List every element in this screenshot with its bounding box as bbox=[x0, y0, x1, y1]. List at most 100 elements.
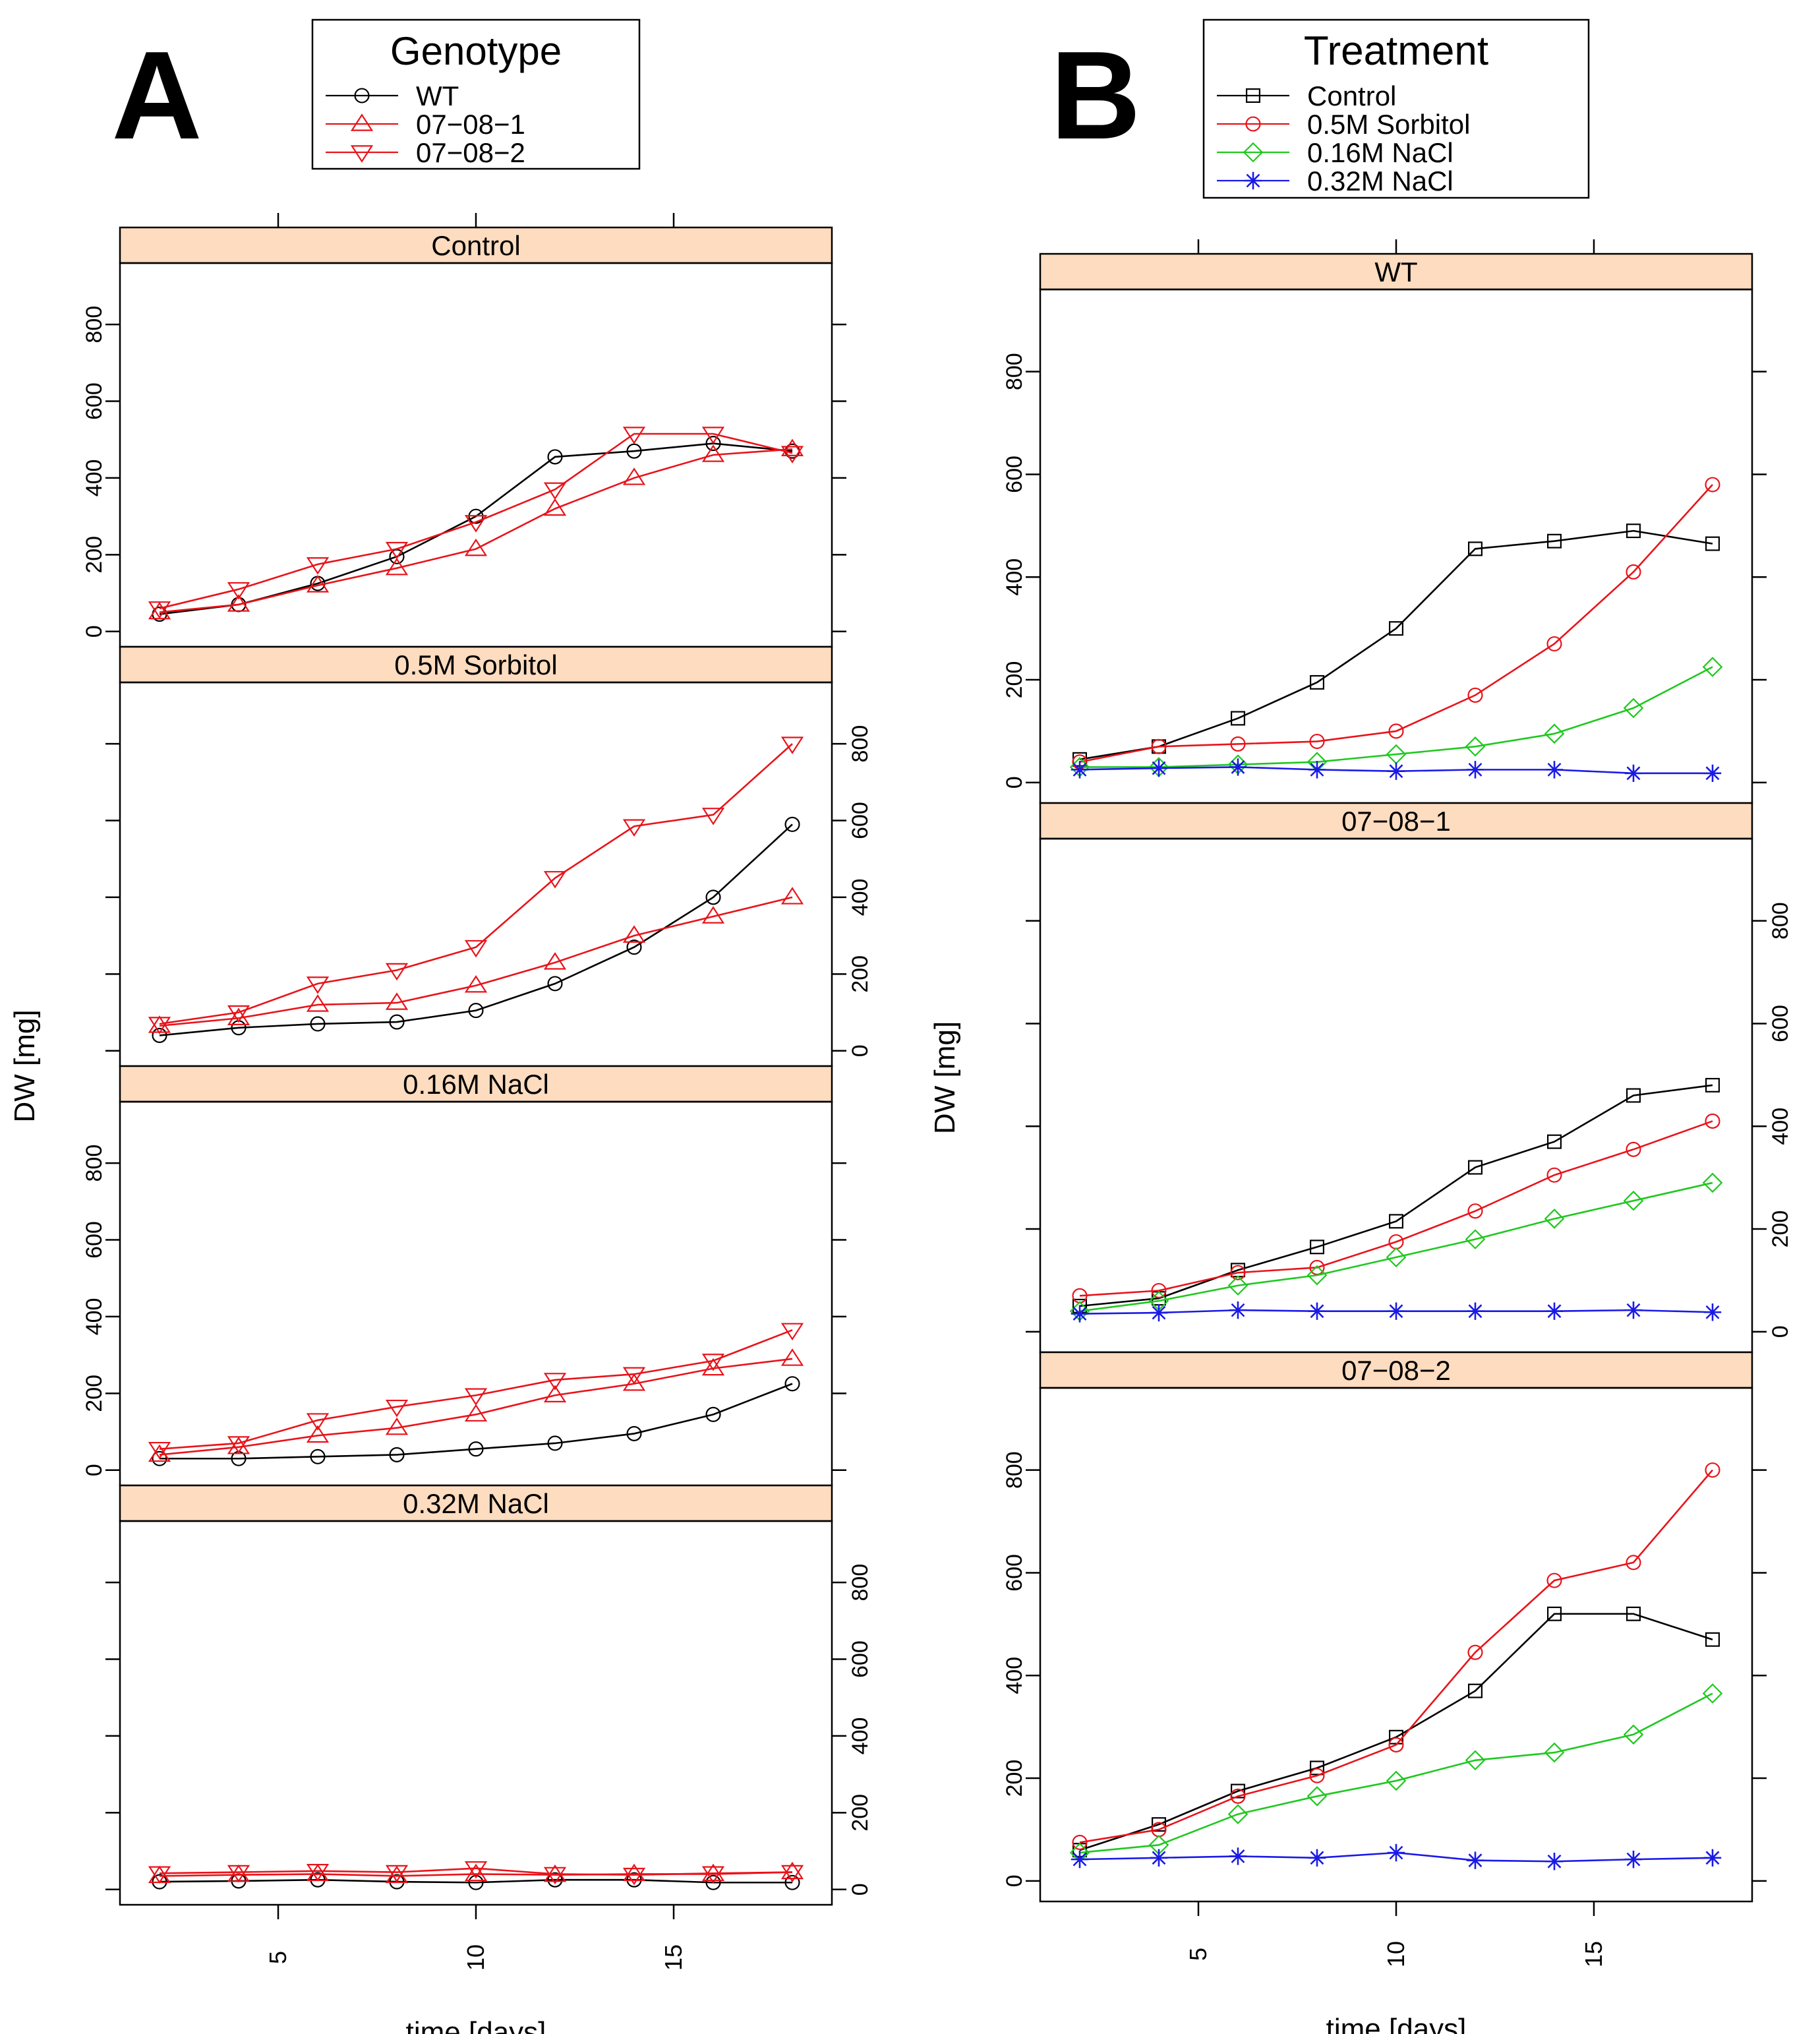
data-point-07-08-2-day-10 bbox=[464, 1861, 488, 1879]
legend-marker-wt bbox=[354, 88, 370, 104]
data-point-07-08-1-day-6 bbox=[306, 1425, 330, 1443]
data-point-0-5m-sorbitol-day-4 bbox=[1151, 1282, 1167, 1299]
panel-strip bbox=[1039, 802, 1753, 840]
series-line-0-16m-nacl bbox=[1079, 1182, 1713, 1312]
data-point-07-08-1-day-18 bbox=[780, 1861, 804, 1880]
data-point-07-08-2-day-16 bbox=[701, 1354, 725, 1371]
data-point-07-08-2-day-6 bbox=[306, 557, 330, 575]
y-tick-label: 200 bbox=[1002, 661, 1027, 699]
series-line-wt bbox=[159, 823, 793, 1036]
data-point-07-08-2-day-8 bbox=[385, 1865, 409, 1883]
data-point-0-16m-nacl-day-12 bbox=[1465, 1750, 1486, 1771]
series-line-0-5m-sorbitol bbox=[1079, 1120, 1713, 1297]
data-point-control-day-14 bbox=[1547, 1606, 1562, 1621]
data-point-07-08-1-day-10 bbox=[464, 1863, 488, 1882]
series-line-07-08-2 bbox=[159, 743, 793, 1025]
legend-title: Treatment bbox=[1304, 28, 1488, 74]
y-tick-label: 400 bbox=[1768, 1108, 1793, 1145]
data-point-07-08-2-day-6 bbox=[306, 1413, 330, 1431]
data-point-0-5m-sorbitol-day-6 bbox=[1230, 736, 1246, 752]
y-tick-label: 800 bbox=[82, 1145, 107, 1182]
y-tick-label: 200 bbox=[1002, 1760, 1027, 1797]
data-point-control-day-16 bbox=[1626, 523, 1641, 539]
data-point-07-08-2-day-18 bbox=[780, 736, 804, 754]
series-07-08-1 bbox=[148, 438, 804, 620]
series-wt bbox=[152, 1376, 800, 1466]
y-tick-label: 200 bbox=[82, 1375, 107, 1412]
panel-letter-b: B bbox=[1050, 26, 1140, 165]
panel-frame bbox=[119, 262, 833, 648]
series-07-08-1 bbox=[148, 887, 804, 1033]
data-point-07-08-2-day-12 bbox=[543, 871, 567, 889]
data-point-wt-day-18 bbox=[784, 816, 800, 832]
panel-frame bbox=[1039, 288, 1753, 804]
panel-strip bbox=[119, 645, 833, 684]
legend-marker-0-16m-nacl bbox=[1243, 142, 1264, 163]
series-control bbox=[1072, 1606, 1720, 1858]
data-point-control-day-8 bbox=[1309, 1760, 1324, 1776]
data-point-wt-day-14 bbox=[626, 940, 642, 955]
x-tick-label: 5 bbox=[1185, 1948, 1212, 1961]
series-line-0-16m-nacl bbox=[1080, 666, 1713, 768]
data-point-07-08-2-day-14 bbox=[622, 1367, 646, 1385]
data-point-0-5m-sorbitol-day-14 bbox=[1546, 1572, 1562, 1588]
series-line-wt bbox=[159, 1878, 792, 1884]
data-point-07-08-1-day-14 bbox=[622, 925, 646, 943]
series-07-08-2 bbox=[148, 1323, 804, 1460]
data-point-07-08-2-day-2 bbox=[148, 601, 171, 619]
data-point-07-08-2-day-10 bbox=[464, 940, 488, 958]
data-point-wt-day-6 bbox=[310, 1449, 326, 1464]
legend-label-07-08-2: 07−08−2 bbox=[416, 137, 525, 168]
series-07-08-2 bbox=[148, 427, 804, 619]
series-line-control bbox=[1079, 1613, 1713, 1851]
data-point-0-16m-nacl-day-18 bbox=[1702, 1172, 1723, 1193]
data-point-0-5m-sorbitol-day-4 bbox=[1151, 738, 1167, 754]
series-0-5m-sorbitol bbox=[1072, 1462, 1720, 1850]
panel-frame bbox=[1039, 1387, 1753, 1903]
data-point-control-day-18 bbox=[1705, 536, 1720, 551]
series-line-0-5m-sorbitol bbox=[1079, 1469, 1713, 1843]
panel-a-control: Control 0 200 400 600 800 bbox=[82, 226, 846, 648]
data-point-0-32m-nacl-day-18 bbox=[1703, 1849, 1722, 1867]
series-line-07-08-1 bbox=[159, 1358, 793, 1456]
data-point-07-08-2-day-8 bbox=[385, 963, 409, 981]
data-point-0-32m-nacl-day-12 bbox=[1466, 1302, 1484, 1320]
data-point-control-day-12 bbox=[1468, 1683, 1483, 1698]
data-point-07-08-1-day-8 bbox=[385, 992, 409, 1010]
data-point-0-5m-sorbitol-day-8 bbox=[1309, 733, 1325, 750]
data-point-07-08-2-day-2 bbox=[148, 1441, 171, 1460]
x-axis-label: time [days] bbox=[1326, 2013, 1467, 2034]
y-tick-label: 400 bbox=[82, 1298, 107, 1336]
series-wt bbox=[152, 816, 800, 1043]
data-point-0-5m-sorbitol-day-10 bbox=[1388, 723, 1404, 739]
y-tick-label: 0 bbox=[1002, 1874, 1027, 1887]
data-point-0-5m-sorbitol-day-14 bbox=[1546, 636, 1562, 652]
data-point-0-5m-sorbitol-day-16 bbox=[1626, 1141, 1641, 1157]
legend-marker-07-08-2 bbox=[350, 145, 374, 163]
data-point-07-08-2-day-18 bbox=[780, 446, 804, 464]
data-point-0-5m-sorbitol-day-16 bbox=[1626, 1555, 1641, 1570]
data-point-0-32m-nacl-day-12 bbox=[1466, 761, 1484, 779]
x-tick-label: 5 bbox=[264, 1951, 291, 1964]
data-point-0-16m-nacl-day-10 bbox=[1386, 1770, 1407, 1791]
data-point-0-32m-nacl-day-14 bbox=[1545, 761, 1564, 779]
data-point-wt-day-2 bbox=[152, 1027, 167, 1043]
data-point-0-16m-nacl-day-16 bbox=[1623, 698, 1644, 719]
y-tick-label: 800 bbox=[82, 306, 107, 344]
data-point-control-day-16 bbox=[1626, 1606, 1641, 1621]
series-0-5m-sorbitol bbox=[1072, 1113, 1720, 1303]
x-tick-label: 15 bbox=[1580, 1941, 1607, 1967]
y-axis-label: DW [mg] bbox=[929, 1021, 961, 1134]
y-tick-label: 0 bbox=[848, 1044, 873, 1057]
data-point-07-08-2-day-16 bbox=[701, 1866, 725, 1884]
y-tick-label: 600 bbox=[82, 1221, 107, 1259]
x-tick-label: 15 bbox=[660, 1944, 687, 1971]
series-07-08-2 bbox=[148, 736, 804, 1034]
data-point-0-32m-nacl-day-4 bbox=[1150, 759, 1168, 777]
data-point-07-08-2-day-16 bbox=[701, 427, 725, 444]
data-point-wt-day-16 bbox=[705, 435, 721, 452]
